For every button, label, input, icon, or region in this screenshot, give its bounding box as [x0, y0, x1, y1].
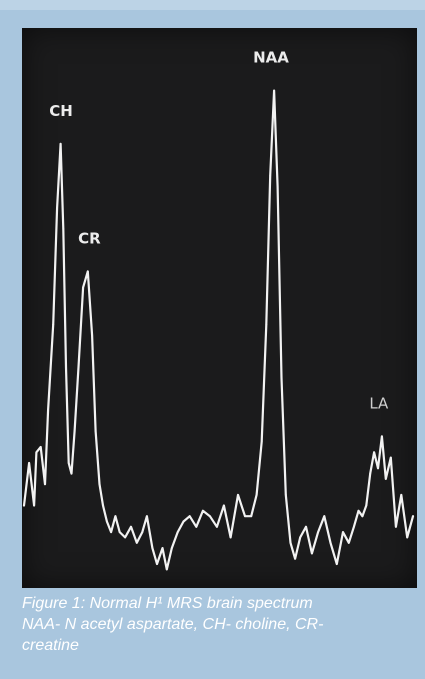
spectrum-point [365, 504, 368, 507]
spectrum-point [82, 286, 84, 289]
spectrum-point [317, 531, 319, 533]
peak-label-naa: NAA [253, 49, 289, 67]
spectrum-point [59, 142, 62, 145]
spectrum-point [161, 547, 164, 549]
spectrum-point [209, 515, 211, 518]
spectrum-point [135, 541, 138, 544]
spectrum-point [244, 515, 246, 518]
spectrum-point [237, 494, 239, 496]
spectrum-point [77, 366, 80, 369]
spectrum-point [28, 462, 30, 464]
spectrum-point [216, 525, 218, 528]
spectrum-point [335, 563, 338, 565]
spectrum-point [151, 547, 154, 549]
figure-caption: Figure 1: Normal H¹ MRS brain spectrum N… [22, 593, 417, 656]
spectrum-point [165, 568, 168, 571]
spectrum-point [250, 515, 253, 518]
spectrum-point [73, 430, 76, 432]
spectrum-point [255, 494, 258, 496]
spectrum-point [400, 494, 403, 496]
peak-label-la: LA [369, 394, 389, 412]
spectrum-svg: CH CR NAA LA [22, 49, 415, 571]
spectrum-point [202, 509, 204, 512]
spectrum-point [412, 515, 414, 518]
spectrum-point [86, 270, 89, 273]
peak-labels: CH CR NAA LA [49, 49, 389, 413]
spectrum-point [311, 552, 313, 555]
spectrum-point [141, 531, 144, 533]
spectrum-point [284, 494, 287, 496]
spectrum-point [170, 547, 173, 549]
spectrum-point [65, 366, 67, 369]
spectrum-point [94, 430, 97, 432]
spectrum-point [406, 536, 409, 539]
peak-label-ch: CH [49, 102, 73, 120]
spectrum-point [195, 525, 198, 528]
peak-label-cr: CR [78, 229, 101, 247]
spectrum-point [176, 531, 179, 533]
spectrum-point [102, 504, 104, 507]
spectrum-point [289, 541, 292, 544]
caption-line-3: creatine [22, 637, 79, 654]
spectrum-point [156, 563, 158, 565]
spectrum-point [305, 525, 307, 528]
caption-line-1: Figure 1: Normal H¹ MRS brain spectrum [22, 595, 313, 612]
top-strip [0, 0, 425, 10]
spectrum-point [118, 531, 121, 533]
spectrum-point [294, 557, 296, 560]
spectrum-point [229, 536, 232, 539]
spectrum-point [395, 525, 397, 528]
spectrum-point [182, 520, 185, 523]
spectrum-point [33, 504, 35, 507]
spectrum-point [124, 536, 126, 539]
spectrum-point [110, 531, 112, 533]
spectrum-point [299, 536, 302, 539]
spectrum-point [67, 462, 70, 464]
spectrum-point [52, 323, 55, 326]
spectrum-point [70, 472, 73, 475]
spectrum-point [384, 478, 387, 480]
spectrum-line [22, 89, 415, 571]
spectrum-point [188, 515, 191, 518]
spectrum-point [130, 525, 132, 528]
spectrum-point [91, 334, 93, 337]
spectrum-point [357, 509, 360, 512]
spectrum-point [23, 504, 25, 507]
spectrum-point [369, 472, 372, 475]
spectrum-point [361, 515, 364, 518]
spectrum-point [44, 483, 46, 486]
spectrum-point [114, 515, 117, 518]
spectrum-point [342, 531, 344, 533]
spectrum-point [280, 376, 283, 379]
spectrum-point [260, 440, 263, 443]
spectrum-point [265, 323, 268, 326]
spectrum-point [329, 541, 332, 544]
spectrum-point [373, 451, 375, 454]
spectrum-point [223, 504, 225, 507]
spectrum-point [269, 174, 272, 177]
spectrum-point [56, 206, 58, 209]
spectrum-plot: CH CR NAA LA [22, 28, 417, 588]
spectrum-points [23, 89, 414, 571]
spectrum-point [273, 89, 275, 92]
spectrum-point [389, 456, 392, 459]
spectrum-point [35, 451, 38, 454]
spectrum-point [106, 520, 108, 523]
spectrum-point [146, 515, 148, 518]
spectrum-point [381, 435, 383, 438]
spectrum-point [62, 228, 65, 230]
spectrum-point [347, 541, 350, 544]
spectrum-point [323, 515, 326, 518]
caption-line-2: NAA- N acetyl aspartate, CH- choline, CR… [22, 616, 324, 633]
spectrum-point [377, 467, 379, 470]
spectrum-point [276, 185, 279, 188]
spectrum-point [98, 483, 101, 486]
spectrum-point [39, 446, 42, 448]
spectrum-point [353, 525, 355, 528]
spectrum-point [47, 408, 49, 411]
